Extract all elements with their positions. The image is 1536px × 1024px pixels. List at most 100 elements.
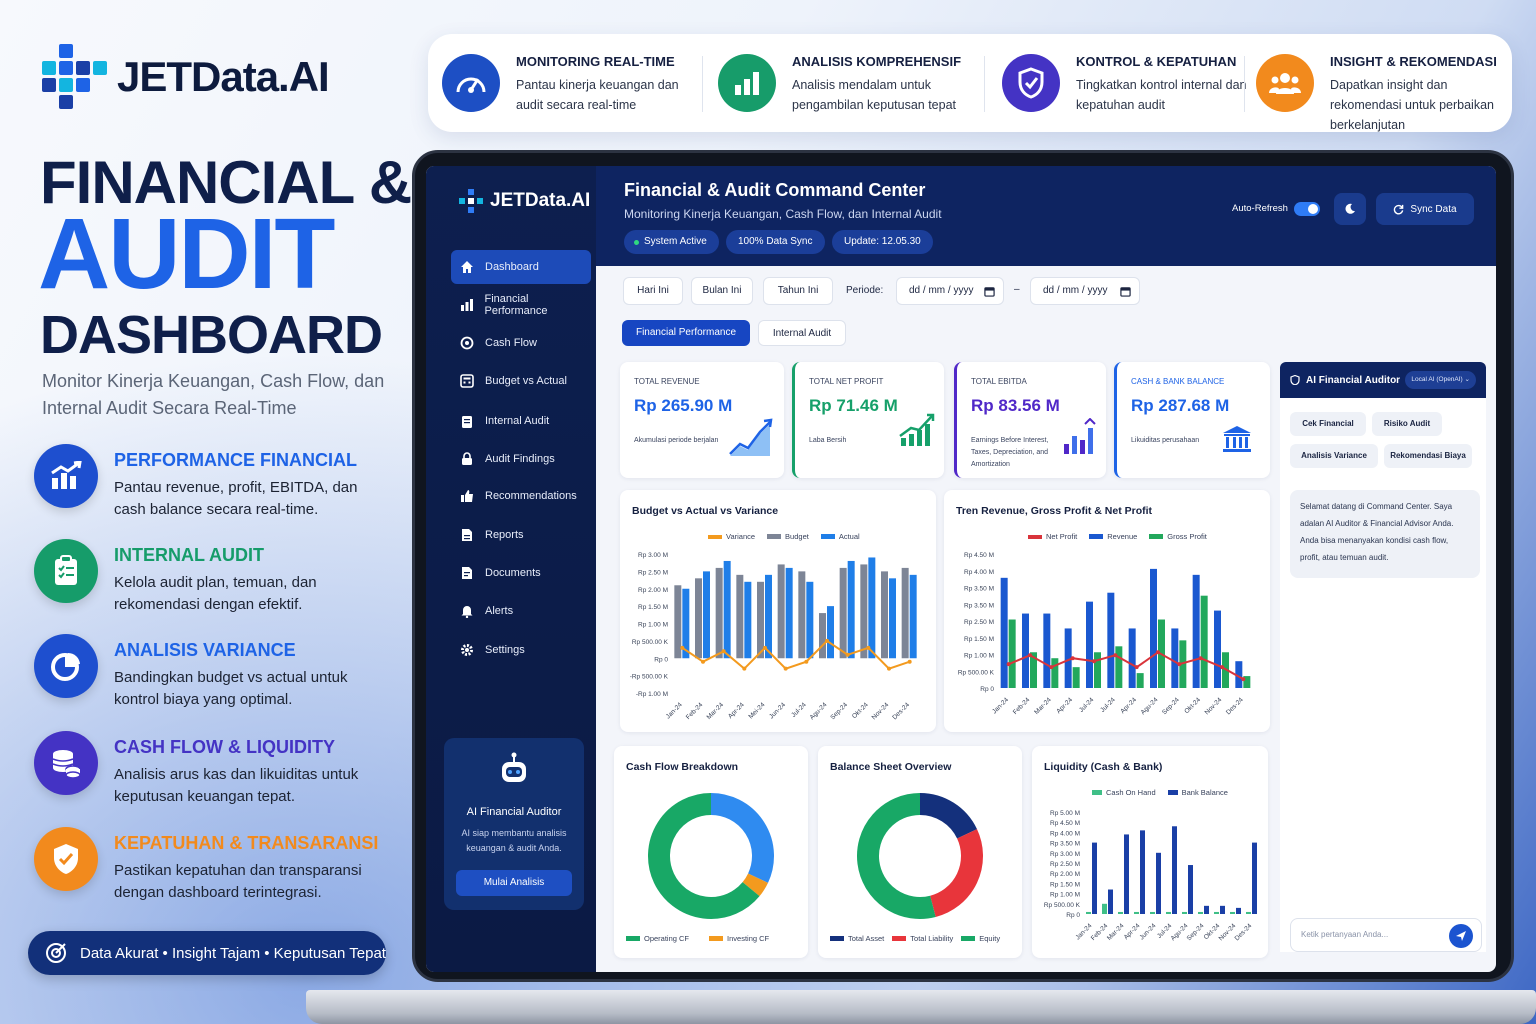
bar-bank-balance: [1108, 889, 1113, 914]
x-tick-label: Feb-24: [685, 701, 705, 721]
theme-toggle-button[interactable]: [1334, 193, 1366, 225]
nav-settings[interactable]: Settings: [451, 633, 591, 667]
filter-hari-ini[interactable]: Hari Ini: [623, 277, 683, 305]
bar-actual: [847, 560, 855, 659]
chart-plot: Rp 5.00 M Rp 4.50 M Rp 4.00 M Rp 3.50 M Rp 3…: [1044, 810, 1257, 942]
line-point: [1177, 662, 1182, 667]
bar-revenue: [1192, 574, 1200, 688]
bar-actual: [909, 574, 917, 659]
feature-desc: Pastikan kepatuhan dan transparansi deng…: [114, 862, 362, 901]
x-tick-label: Agu-24: [809, 701, 829, 721]
chart-budget-vs-actual: Budget vs Actual vs Variance Variance Bu…: [620, 490, 936, 732]
logo-mark-icon: [42, 44, 107, 109]
pie-icon: [34, 634, 98, 698]
nav-budget-vs-actual[interactable]: Budget vs Actual: [451, 364, 591, 398]
legend-item: Investing CF: [709, 934, 769, 943]
y-tick-label: Rp 4.00 M: [1050, 830, 1080, 837]
clipboard-icon: [459, 413, 475, 429]
x-tick-label: Jan-24: [991, 696, 1010, 715]
chart-legend: Cash On Hand Bank Balance: [1092, 788, 1228, 797]
tagline-pill: Data Akurat • Insight Tajam • Keputusan …: [28, 931, 386, 975]
feature-cashflow: CASH FLOW & LIQUIDITY Analisis arus kas …: [34, 731, 404, 808]
bar-cash-on-hand: [1214, 911, 1219, 914]
kpi-label: CASH & BANK BALANCE: [1131, 377, 1225, 386]
feature-desc: Analisis arus kas dan likuiditas untuk k…: [114, 766, 359, 805]
x-tick-label: Apr-24: [727, 701, 746, 720]
tab-financial-performance[interactable]: Financial Performance: [622, 320, 750, 346]
model-selector[interactable]: Local AI (OpenAI) ⌄: [1405, 371, 1476, 389]
y-tick-label: Rp 0: [654, 656, 668, 663]
date-to-input[interactable]: dd / mm / yyyy: [1030, 277, 1140, 305]
y-tick-label: Rp 3.50 M: [1050, 841, 1080, 848]
legend-item: Equity: [961, 934, 1000, 943]
nav-label: Budget vs Actual: [485, 375, 567, 387]
auto-refresh-label: Auto-Refresh: [1232, 203, 1288, 214]
line-point: [1070, 656, 1075, 661]
nav-financial-performance[interactable]: Financial Performance: [451, 288, 591, 322]
bar-revenue: [1086, 601, 1093, 688]
date-placeholder: dd / mm / yyyy: [909, 285, 974, 296]
bar-budget: [715, 567, 723, 659]
bar-bank-balance: [1092, 842, 1097, 914]
line-point: [783, 666, 788, 671]
nav-documents[interactable]: Documents: [451, 556, 591, 590]
kpi-label: TOTAL NET PROFIT: [809, 377, 884, 386]
legend-item: Gross Profit: [1149, 532, 1207, 541]
tab-internal-audit[interactable]: Internal Audit: [758, 320, 846, 346]
nav-reports[interactable]: Reports: [451, 518, 591, 552]
kpi-label: TOTAL EBITDA: [971, 377, 1027, 386]
divider: [702, 56, 703, 112]
line-point: [1198, 656, 1203, 661]
auto-refresh-toggle[interactable]: [1294, 202, 1320, 216]
feature-title: PERFORMANCE FINANCIAL: [114, 450, 357, 470]
model-label: Local AI (OpenAI): [1411, 376, 1463, 383]
bar-budget: [881, 571, 888, 659]
mulai-analisis-button[interactable]: Mulai Analisis: [456, 870, 572, 896]
bar-cash-on-hand: [1118, 911, 1123, 914]
quick-analisis-variance[interactable]: Analisis Variance: [1290, 444, 1378, 468]
sync-label: Sync Data: [1410, 203, 1457, 215]
chart-title: Balance Sheet Overview: [830, 761, 952, 773]
sidebar-logo: JETData.AI: [458, 188, 590, 214]
nav-internal-audit[interactable]: Internal Audit: [451, 404, 591, 438]
pie-slice: [919, 793, 978, 840]
nav-cash-flow[interactable]: Cash Flow: [451, 326, 591, 360]
bar-actual: [744, 581, 752, 659]
filter-bulan-ini[interactable]: Bulan Ini: [691, 277, 753, 305]
nav-dashboard[interactable]: Dashboard: [451, 250, 591, 284]
nav-alerts[interactable]: Alerts: [451, 594, 591, 628]
sync-data-button[interactable]: Sync Data: [1376, 193, 1474, 225]
nav-recommendations[interactable]: Recommendations: [451, 479, 591, 513]
bar-bank-balance: [1220, 905, 1225, 914]
chart-plot: Rp 4.50 M Rp 4.00 M Rp 3.50 M Rp 3.50 M Rp 2…: [958, 552, 1251, 716]
x-tick-label: Jun-24: [768, 701, 787, 720]
y-tick-label: Rp 3.50 M: [964, 602, 994, 609]
bars-up-icon: [1064, 418, 1096, 454]
bar-revenue: [1107, 592, 1115, 688]
bar-budget: [777, 564, 785, 659]
bar-budget: [839, 567, 847, 659]
ai-assistant-panel: AI Financial Auditor Local AI (OpenAI) ⌄…: [1280, 362, 1486, 952]
line-point: [701, 659, 705, 664]
strip-title: KONTROL & KEPATUHAN: [1076, 54, 1237, 69]
bar-gross-profit: [1094, 652, 1101, 688]
chart-legend: Total Asset Total Liability Equity: [830, 934, 1000, 943]
ai-question-input[interactable]: Ketik pertanyaan Anda...: [1290, 918, 1482, 952]
quick-rekomendasi-biaya[interactable]: Rekomendasi Biaya: [1384, 444, 1472, 468]
date-from-input[interactable]: dd / mm / yyyy: [896, 277, 1004, 305]
legend-label: Bank Balance: [1181, 788, 1228, 797]
document-icon: [459, 565, 475, 581]
send-button[interactable]: [1449, 924, 1473, 948]
y-tick-label: Rp 1.00 M: [1050, 892, 1080, 899]
quick-risiko-audit[interactable]: Risiko Audit: [1372, 412, 1442, 436]
chip-label: Update: 12.05.30: [844, 236, 921, 247]
filter-tahun-ini[interactable]: Tahun Ini: [763, 277, 833, 305]
line-point: [1092, 659, 1096, 664]
nav-audit-findings[interactable]: Audit Findings: [451, 442, 591, 476]
bar-cash-on-hand: [1134, 911, 1139, 914]
y-tick-label: Rp 1.50 M: [964, 636, 994, 643]
quick-cek-financial[interactable]: Cek Financial: [1290, 412, 1366, 436]
bar-revenue: [1171, 628, 1179, 688]
x-tick-label: Sep-24: [1161, 696, 1181, 716]
ai-card-title: AI Financial Auditor: [466, 806, 562, 818]
